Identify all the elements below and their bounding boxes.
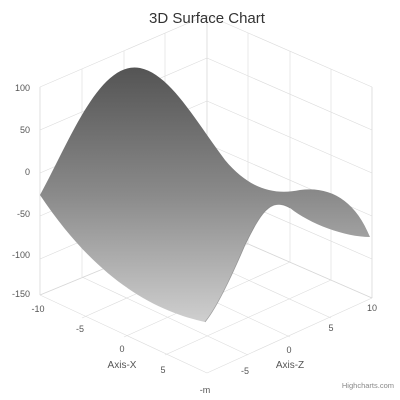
z-tick-label: 0 xyxy=(286,345,291,355)
x-axis-ticks: -10 -5 0 5 xyxy=(31,304,165,375)
surface-edge-ridge xyxy=(204,204,291,323)
z-tick-label-partial: -m xyxy=(200,385,211,395)
x-tick-label: 0 xyxy=(119,344,124,354)
z-tick-label: -5 xyxy=(241,366,249,376)
x-axis-title: Axis-X xyxy=(108,360,137,371)
y-tick-label: -100 xyxy=(12,250,30,260)
chart-title: 3D Surface Chart xyxy=(149,10,266,27)
x-tick-label: -5 xyxy=(76,324,84,334)
y-tick-label: -50 xyxy=(17,209,30,219)
y-tick-label: -150 xyxy=(12,289,30,299)
y-tick-label: 0 xyxy=(25,167,30,177)
x-tick-label: -10 xyxy=(31,304,44,314)
z-axis-title: Axis-Z xyxy=(276,360,304,371)
y-axis-ticks: 100 50 0 -50 -100 -150 xyxy=(12,83,30,299)
z-tick-label: 5 xyxy=(328,323,333,333)
z-axis-ticks: -5 0 5 10 -m xyxy=(200,303,377,395)
z-tick-label: 10 xyxy=(367,303,377,313)
credits-link[interactable]: Highcharts.com xyxy=(342,381,394,390)
x-tick-label: 5 xyxy=(160,365,165,375)
surface-plot xyxy=(40,67,370,323)
y-tick-label: 50 xyxy=(20,125,30,135)
y-tick-label: 100 xyxy=(15,83,30,93)
surface-mesh xyxy=(40,67,370,322)
